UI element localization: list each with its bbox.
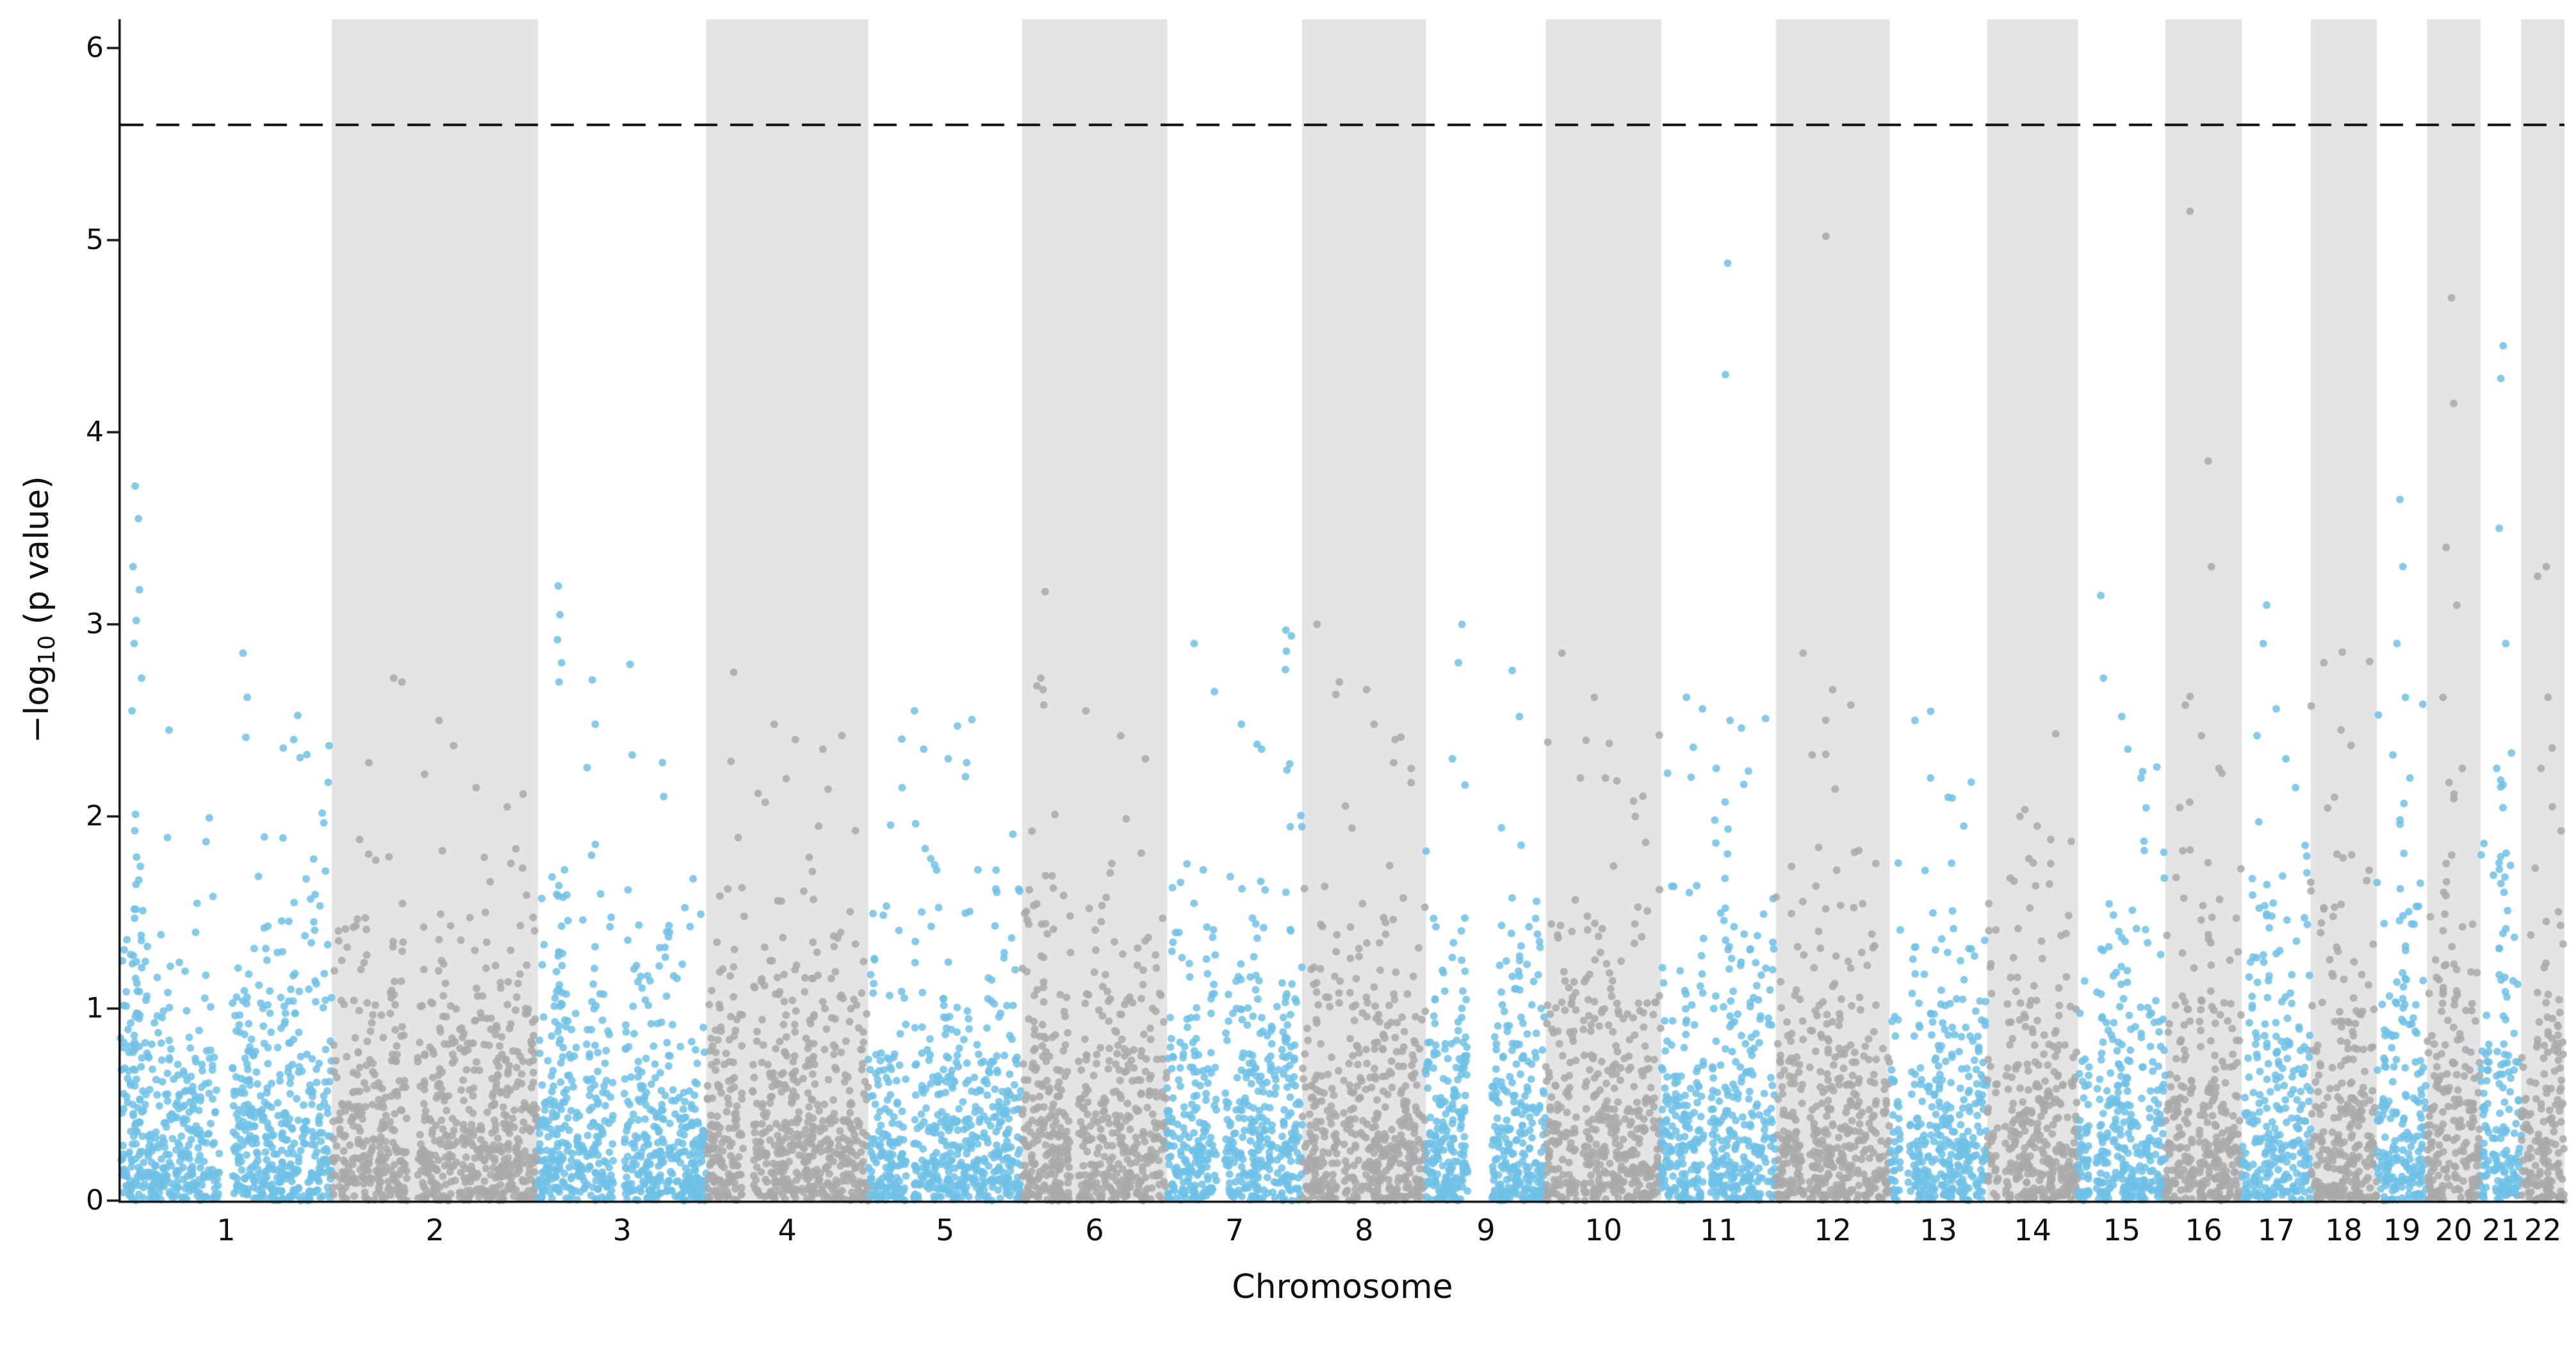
x-tick-label-chromosome-18: 18 (2325, 1213, 2363, 1247)
x-tick-label-chromosome-13: 13 (1920, 1213, 1957, 1247)
x-tick-label-chromosome-15: 15 (2103, 1213, 2141, 1247)
y-axis-label: −log10 (p value) (18, 476, 60, 743)
y-tick-label: 2 (86, 800, 104, 832)
y-tick-label: 4 (86, 416, 104, 448)
x-tick-label-chromosome-14: 14 (2014, 1213, 2051, 1247)
x-tick-label-chromosome-2: 2 (425, 1213, 444, 1247)
x-tick-label-chromosome-21: 21 (2482, 1213, 2520, 1247)
x-axis-label: Chromosome (1232, 1268, 1453, 1306)
x-tick-label-chromosome-9: 9 (1476, 1213, 1496, 1247)
y-tick-label: 0 (86, 1184, 104, 1217)
y-tick-label: 5 (86, 223, 104, 256)
x-tick-label-chromosome-3: 3 (612, 1213, 632, 1247)
x-tick-label-chromosome-1: 1 (216, 1213, 236, 1247)
x-tick-label-chromosome-12: 12 (1814, 1213, 1852, 1247)
x-tick-label-chromosome-8: 8 (1355, 1213, 1374, 1247)
y-tick-label: 6 (86, 31, 104, 64)
x-tick-label-chromosome-4: 4 (778, 1213, 797, 1247)
x-tick-label-chromosome-22: 22 (2523, 1213, 2562, 1247)
x-tick-label-chromosome-6: 6 (1085, 1213, 1104, 1247)
y-axis-label-prefix: −log (18, 664, 56, 743)
x-tick-label-chromosome-20: 20 (2434, 1213, 2473, 1247)
x-tick-label-chromosome-16: 16 (2185, 1213, 2222, 1247)
x-tick-label-chromosome-19: 19 (2383, 1213, 2421, 1247)
y-tick-label: 3 (86, 608, 104, 640)
x-tick-label-chromosome-11: 11 (1699, 1213, 1738, 1247)
y-axis-label-subscript: 10 (34, 635, 60, 665)
x-tick-label-chromosome-10: 10 (1585, 1213, 1622, 1247)
x-tick-label-chromosome-5: 5 (936, 1213, 955, 1247)
y-tick-label: 1 (86, 992, 104, 1025)
x-tick-label-chromosome-17: 17 (2257, 1213, 2295, 1247)
x-tick-label-chromosome-7: 7 (1225, 1213, 1244, 1247)
